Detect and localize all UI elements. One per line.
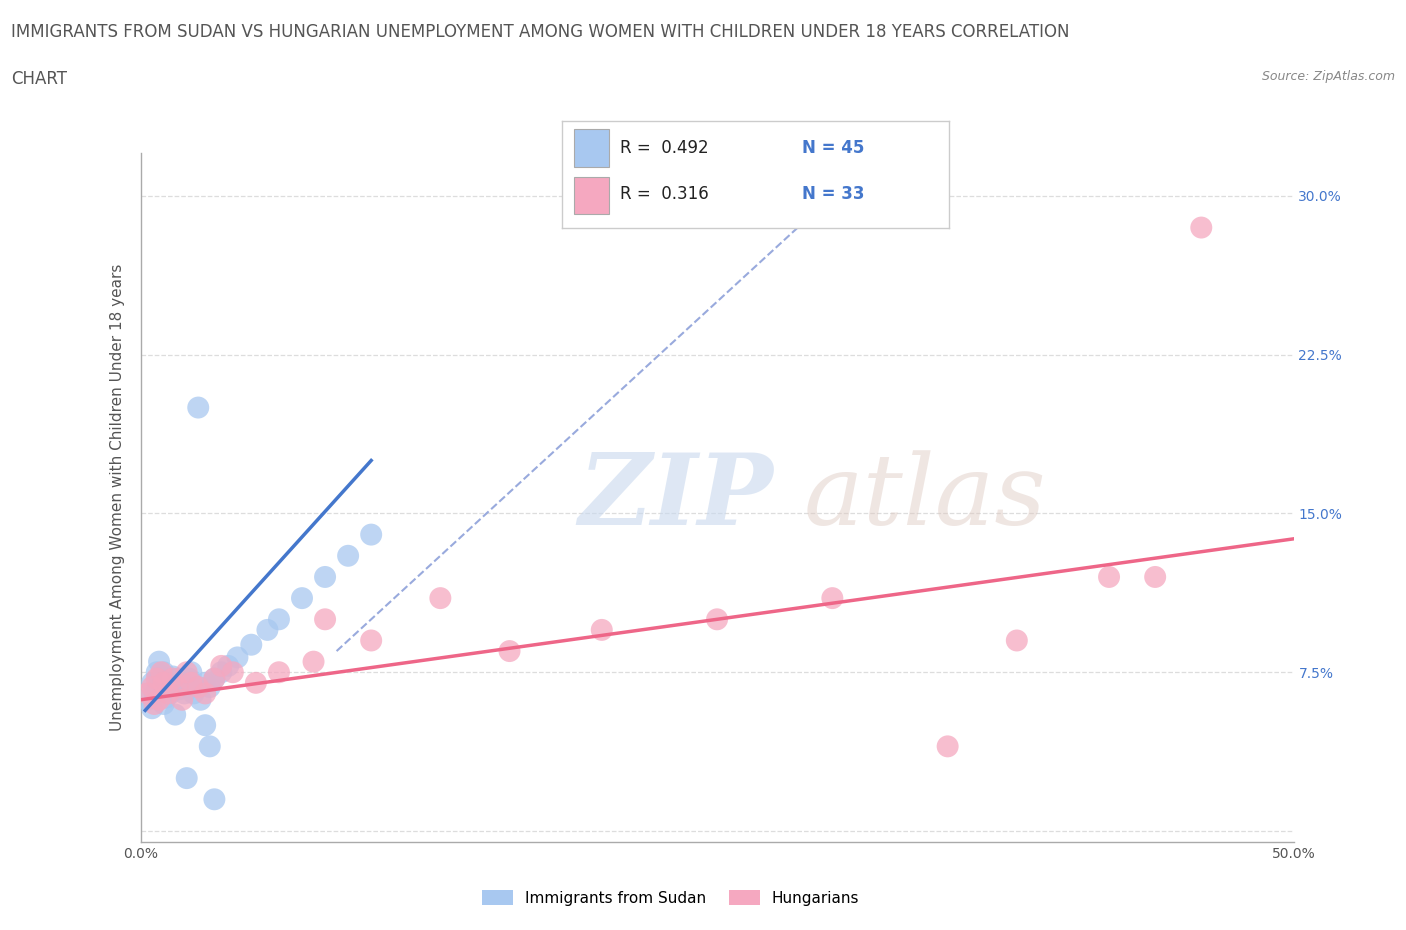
Point	[172, 692, 194, 707]
Point	[157, 686, 180, 701]
Point	[141, 701, 163, 716]
Point	[166, 671, 188, 686]
Point	[152, 665, 174, 680]
Text: IMMIGRANTS FROM SUDAN VS HUNGARIAN UNEMPLOYMENT AMONG WOMEN WITH CHILDREN UNDER : IMMIGRANTS FROM SUDAN VS HUNGARIAN UNEMP…	[11, 23, 1070, 41]
Point	[173, 686, 195, 701]
Point	[187, 400, 209, 415]
Point	[162, 671, 184, 686]
Point	[141, 680, 163, 695]
Point	[143, 697, 166, 711]
Y-axis label: Unemployment Among Women with Children Under 18 years: Unemployment Among Women with Children U…	[110, 264, 125, 731]
Point	[152, 697, 174, 711]
Point	[148, 654, 170, 669]
Point	[245, 675, 267, 690]
Point	[256, 622, 278, 637]
Point	[429, 591, 451, 605]
Point	[155, 690, 177, 705]
Point	[180, 665, 202, 680]
Point	[136, 686, 159, 701]
Point	[177, 671, 200, 686]
Text: R =  0.492: R = 0.492	[620, 140, 709, 157]
Point	[150, 665, 173, 680]
Point	[202, 671, 225, 686]
Point	[145, 665, 167, 680]
Point	[706, 612, 728, 627]
Point	[136, 692, 159, 707]
Point	[209, 658, 232, 673]
Point	[148, 671, 170, 686]
Point	[1144, 569, 1167, 584]
Point	[222, 665, 245, 680]
Point	[180, 675, 202, 690]
Point	[190, 692, 212, 707]
Point	[821, 591, 844, 605]
Point	[183, 686, 205, 701]
Point	[176, 680, 198, 695]
Point	[194, 675, 217, 690]
Point	[143, 686, 166, 701]
Bar	[574, 129, 609, 166]
Bar	[574, 177, 609, 214]
Point	[936, 739, 959, 754]
Point	[1189, 220, 1212, 235]
Point	[165, 680, 187, 695]
Point	[314, 569, 336, 584]
Point	[498, 644, 520, 658]
Point	[337, 549, 360, 564]
Point	[267, 612, 290, 627]
Text: N = 45: N = 45	[801, 140, 865, 157]
Point	[267, 665, 290, 680]
Point	[176, 771, 198, 786]
Point	[148, 692, 170, 707]
Point	[162, 669, 184, 684]
Point	[141, 675, 163, 690]
Text: N = 33: N = 33	[801, 185, 865, 203]
Point	[209, 665, 232, 680]
Text: atlas: atlas	[804, 450, 1046, 545]
Point	[145, 682, 167, 697]
Point	[591, 622, 613, 637]
Point	[187, 680, 209, 695]
Point	[194, 718, 217, 733]
Text: ZIP: ZIP	[579, 449, 773, 546]
Point	[360, 633, 382, 648]
Point	[176, 665, 198, 680]
Point	[187, 680, 209, 695]
Point	[291, 591, 314, 605]
Point	[314, 612, 336, 627]
Point	[198, 739, 221, 754]
Point	[360, 527, 382, 542]
Point	[302, 654, 325, 669]
Text: Source: ZipAtlas.com: Source: ZipAtlas.com	[1261, 70, 1395, 83]
Point	[157, 675, 180, 690]
Legend: Immigrants from Sudan, Hungarians: Immigrants from Sudan, Hungarians	[475, 882, 868, 913]
Text: R =  0.316: R = 0.316	[620, 185, 709, 203]
Point	[1098, 569, 1121, 584]
Point	[194, 686, 217, 701]
Point	[202, 671, 225, 686]
Point	[240, 637, 263, 652]
Point	[159, 686, 181, 701]
Point	[145, 671, 167, 686]
Point	[169, 682, 191, 697]
Point	[150, 680, 173, 695]
Point	[198, 680, 221, 695]
Point	[166, 680, 188, 695]
Text: CHART: CHART	[11, 70, 67, 87]
Point	[152, 675, 174, 690]
Point	[202, 791, 225, 806]
Point	[1005, 633, 1028, 648]
Point	[172, 675, 194, 690]
Point	[226, 650, 249, 665]
Point	[165, 707, 187, 722]
Point	[217, 658, 239, 673]
